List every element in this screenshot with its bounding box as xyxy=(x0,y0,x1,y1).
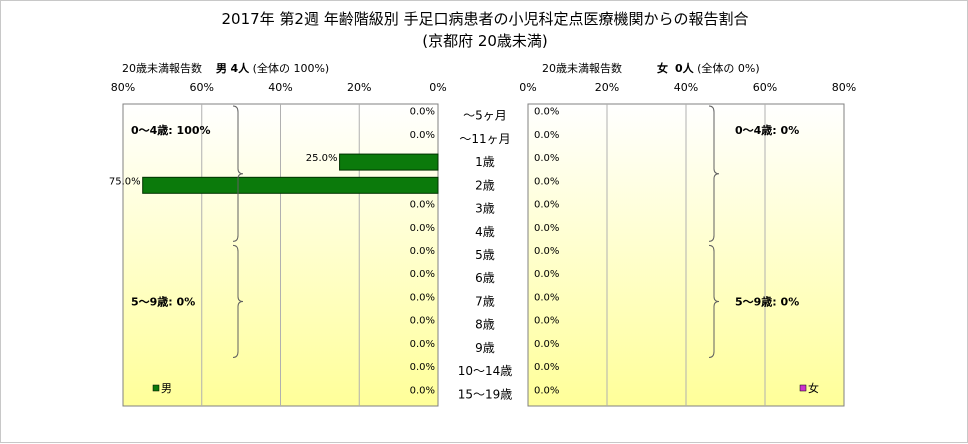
female-data-label: 0.0% xyxy=(534,130,559,141)
male-data-label: 0.0% xyxy=(410,130,435,141)
left-header-count: 4人 xyxy=(230,62,250,75)
female-group-bracket xyxy=(708,244,720,359)
female-data-label: 0.0% xyxy=(534,339,559,350)
male-data-label: 0.0% xyxy=(410,107,435,118)
right-header-label: 20歳未満報告数 xyxy=(542,62,622,75)
male-data-label: 0.0% xyxy=(410,223,435,234)
category-label: 5歳 xyxy=(475,248,495,262)
male-legend-swatch xyxy=(152,384,160,392)
right-header-count: 0人 xyxy=(674,62,694,75)
male-data-label: 25.0% xyxy=(306,153,338,164)
category-label: 7歳 xyxy=(475,294,495,308)
female-data-label: 0.0% xyxy=(534,269,559,280)
right-header: 20歳未満報告数 女 0人 (全体の 0%) xyxy=(542,60,760,76)
female-axis-tick-label: 0% xyxy=(519,81,536,94)
right-header-sex: 女 xyxy=(656,62,668,75)
category-label: 〜11ヶ月 xyxy=(459,132,510,146)
female-axis-tick-label: 40% xyxy=(674,81,698,94)
category-label: 3歳 xyxy=(475,202,495,216)
female-axis-tick-label: 60% xyxy=(753,81,777,94)
female-data-label: 0.0% xyxy=(534,153,559,164)
female-data-label: 0.0% xyxy=(534,362,559,373)
female-legend-swatch xyxy=(799,384,807,392)
female-data-label: 0.0% xyxy=(534,107,559,118)
right-header-total: (全体の 0%) xyxy=(697,62,760,75)
category-label: 2歳 xyxy=(475,178,495,192)
male-data-label: 0.0% xyxy=(410,362,435,373)
male-legend-label: 男 xyxy=(161,382,172,395)
female-data-label: 0.0% xyxy=(534,385,559,396)
left-header-sex: 男 xyxy=(216,62,227,75)
male-bar xyxy=(339,153,439,171)
left-header-total: (全体の 100%) xyxy=(252,62,330,75)
male-bar xyxy=(142,176,439,194)
category-label: 9歳 xyxy=(475,341,495,355)
category-label: 15〜19歳 xyxy=(458,387,513,401)
male-axis-tick-label: 80% xyxy=(111,81,135,94)
category-label: 6歳 xyxy=(475,271,495,285)
male-group-bracket xyxy=(232,244,244,359)
male-data-label: 0.0% xyxy=(410,269,435,280)
male-data-label: 0.0% xyxy=(410,316,435,327)
female-data-label: 0.0% xyxy=(534,223,559,234)
category-label: 8歳 xyxy=(475,318,495,332)
male-axis-tick-label: 60% xyxy=(190,81,214,94)
male-axis-tick-label: 20% xyxy=(347,81,371,94)
female-axis-tick-label: 20% xyxy=(595,81,619,94)
female-group-label: 5〜9歳: 0% xyxy=(735,294,799,308)
female-data-label: 0.0% xyxy=(534,176,559,187)
female-group-bracket xyxy=(708,105,720,242)
left-header: 20歳未満報告数 男 4人 (全体の 100%) xyxy=(122,60,329,76)
male-axis-tick-label: 0% xyxy=(429,81,446,94)
chart-title: 2017年 第2週 年齢階級別 手足口病患者の小児科定点医療機関からの報告割合 xyxy=(221,10,749,28)
male-data-label: 75.0% xyxy=(109,176,141,187)
male-group-label: 5〜9歳: 0% xyxy=(131,294,195,308)
female-legend-label: 女 xyxy=(808,381,819,395)
category-label: 〜5ヶ月 xyxy=(463,109,507,123)
male-data-label: 0.0% xyxy=(410,246,435,257)
female-axis-tick-label: 80% xyxy=(832,81,856,94)
male-data-label: 0.0% xyxy=(410,200,435,211)
female-data-label: 0.0% xyxy=(534,292,559,303)
male-data-label: 0.0% xyxy=(410,292,435,303)
male-plot-area: 80% 60% 40% 20% 0% 0.0% 0.0% 25.0% 75.0% 0.0% 0.0%… xyxy=(109,81,447,407)
category-label: 1歳 xyxy=(475,155,495,169)
male-group-bracket xyxy=(232,105,244,242)
female-plot-area: 0% 20% 40% 60% 80% 0.0% 0.0% 0.0% 0.0% 0.0% 0.0% 0.… xyxy=(519,81,856,407)
category-labels: 〜5ヶ月〜11ヶ月 1歳 2歳 3歳 4歳 5歳 6歳 7歳 8歳 9歳 10〜14歳 15〜19歳 xyxy=(458,109,513,402)
male-data-label: 0.0% xyxy=(410,339,435,350)
chart-subtitle: (京都府 20歳未満) xyxy=(422,32,548,50)
category-label: 10〜14歳 xyxy=(458,364,513,378)
female-data-label: 0.0% xyxy=(534,200,559,211)
female-data-label: 0.0% xyxy=(534,316,559,327)
male-group-label: 0〜4歳: 100% xyxy=(131,123,211,137)
female-group-label: 0〜4歳: 0% xyxy=(735,123,799,137)
female-data-label: 0.0% xyxy=(534,246,559,257)
left-header-label: 20歳未満報告数 xyxy=(122,62,202,75)
male-data-label: 0.0% xyxy=(410,385,435,396)
male-axis-tick-label: 40% xyxy=(268,81,292,94)
category-label: 4歳 xyxy=(475,225,495,239)
